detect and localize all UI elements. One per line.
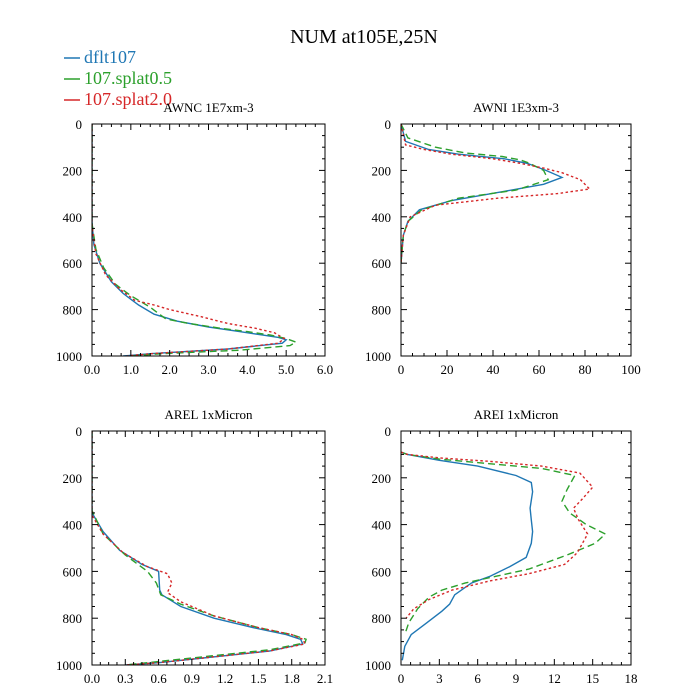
- y-tick-label: 800: [63, 611, 83, 626]
- y-tick-label: 0: [385, 117, 392, 132]
- panel-title: AWNC 1E7xm-3: [163, 100, 253, 115]
- legend-label-107-splat2-0: 107.splat2.0: [84, 89, 172, 109]
- x-tick-label: 18: [625, 671, 638, 686]
- y-tick-label: 0: [385, 424, 392, 439]
- y-tick-label: 800: [372, 611, 392, 626]
- x-tick-label: 0: [398, 671, 405, 686]
- series-line-107-splat2-0: [401, 124, 592, 264]
- y-tick-label: 200: [63, 163, 83, 178]
- panel-title: AREL 1xMicron: [165, 407, 253, 422]
- legend-label-dflt107: dflt107: [84, 47, 136, 67]
- x-tick-label: 3: [436, 671, 443, 686]
- x-tick-label: 0.6: [150, 671, 167, 686]
- x-tick-label: 0.0: [84, 671, 100, 686]
- x-tick-label: 1.5: [250, 671, 266, 686]
- series-line-107-splat0-5: [401, 451, 607, 635]
- panel-arei-1xmicron: AREI 1xMicron 0 3 6 9 12 15 18 0 200 400 600 800 1000: [365, 407, 638, 686]
- x-tick-label: 1.8: [284, 671, 300, 686]
- plot-frame: [91, 430, 326, 666]
- series-line-107-splat2-0: [401, 451, 594, 619]
- panel-awnc-1e7xm-3: AWNC 1E7xm-3 0.0 1.0 2.0 3.0 4.0 5.0 6.0 0 200 400…: [56, 100, 333, 377]
- x-tick-label: 6: [474, 671, 481, 686]
- x-tick-label: 0: [398, 362, 405, 377]
- y-tick-label: 200: [372, 163, 392, 178]
- panel-awni-1e3xm-3: AWNI 1E3xm-30 20 40 60 80 1000200400600800100…: [365, 100, 641, 377]
- y-tick-label: 1000: [56, 658, 82, 673]
- x-tick-label: 80: [579, 362, 592, 377]
- y-tick-label: 800: [63, 303, 83, 318]
- y-tick-label: 200: [372, 471, 392, 486]
- x-tick-label: 1.2: [217, 671, 233, 686]
- x-tick-label: 0.0: [84, 362, 100, 377]
- x-tick-label: 60: [533, 362, 546, 377]
- figure-title: NUM at105E,25N: [290, 26, 438, 48]
- panel-title: AREI 1xMicron: [474, 407, 559, 422]
- series-line-107-splat0-5: [401, 124, 550, 264]
- x-tick-label: 4.0: [239, 362, 255, 377]
- y-tick-label: 400: [372, 518, 392, 533]
- series-line-107-splat2-0: [92, 124, 286, 356]
- y-tick-label: 1000: [365, 349, 391, 364]
- x-tick-label: 20: [441, 362, 454, 377]
- series-line-dflt107: [401, 451, 534, 661]
- x-tick-label: 0.9: [184, 671, 200, 686]
- y-tick-label: 1000: [56, 349, 82, 364]
- panel-title: AWNI 1E3xm-3: [473, 100, 559, 115]
- x-tick-label: 15: [586, 671, 599, 686]
- x-tick-label: 1.0: [123, 362, 139, 377]
- y-tick-label: 400: [372, 210, 392, 225]
- y-tick-label: 600: [372, 256, 392, 271]
- y-tick-label: 1000: [365, 658, 391, 673]
- x-tick-label: 6.0: [317, 362, 333, 377]
- y-tick-label: 0: [76, 424, 83, 439]
- series-line-dflt107: [92, 124, 288, 356]
- series-line-dflt107: [92, 431, 304, 665]
- x-tick-label: 5.0: [278, 362, 294, 377]
- x-tick-label: 12: [548, 671, 561, 686]
- y-tick-label: 400: [63, 210, 83, 225]
- x-tick-label: 3.0: [200, 362, 216, 377]
- legend-label-107-splat0-5: 107.splat0.5: [84, 68, 172, 88]
- x-tick-label: 40: [487, 362, 500, 377]
- plot-frame: [91, 123, 326, 357]
- series-line-107-splat2-0: [92, 431, 307, 665]
- x-tick-label: 0.3: [117, 671, 133, 686]
- y-tick-label: 400: [63, 518, 83, 533]
- series-line-dflt107: [401, 124, 564, 264]
- y-tick-label: 600: [372, 564, 392, 579]
- y-tick-label: 800: [372, 303, 392, 318]
- y-tick-label: 200: [63, 471, 83, 486]
- panels: AWNC 1E7xm-30.0 1.0 2.0 3.0 4.0 5.0 6.00200400…: [56, 100, 641, 686]
- series-line-107-splat0-5: [92, 124, 298, 356]
- y-tick-label: 600: [63, 564, 83, 579]
- y-tick-label: 600: [63, 256, 83, 271]
- x-tick-label: 9: [513, 671, 520, 686]
- x-tick-label: 100: [621, 362, 641, 377]
- x-tick-label: 2.0: [162, 362, 178, 377]
- y-tick-label: 0: [76, 117, 83, 132]
- x-tick-label: 2.1: [317, 671, 333, 686]
- series-line-107-splat0-5: [92, 431, 307, 665]
- panel-arel-1xmicron: AREL 1xMicron 0.0 0.3 0.6 0.9 1.2 1.5 1.8 2.1 0 20…: [56, 407, 333, 686]
